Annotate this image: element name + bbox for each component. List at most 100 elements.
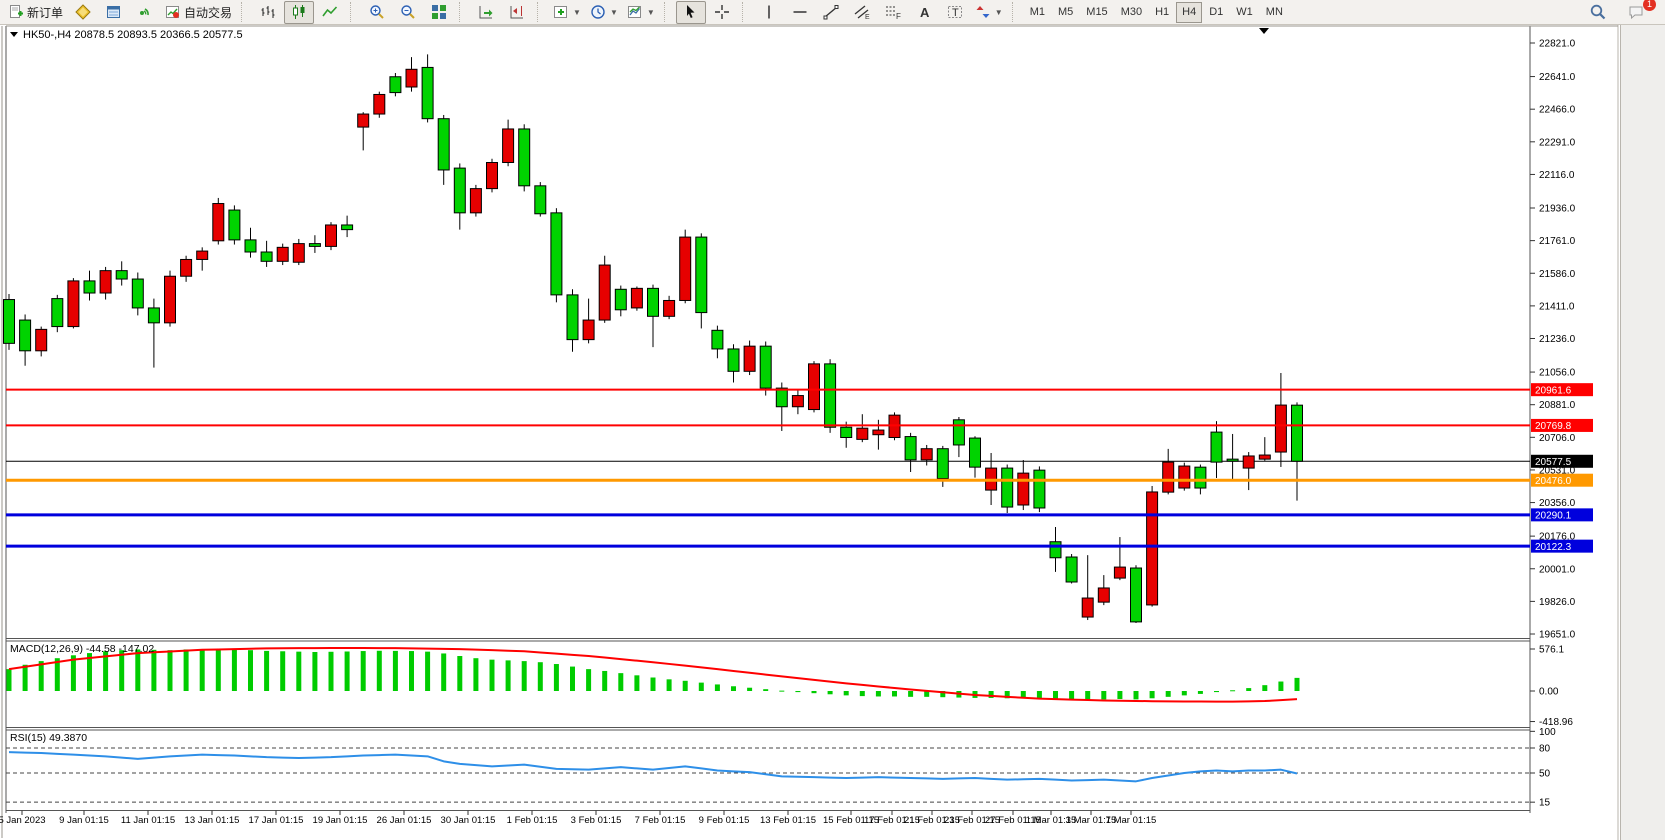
macd-bar — [1004, 691, 1010, 699]
macd-bar — [1262, 685, 1268, 691]
price-tick-label: 22116.0 — [1539, 170, 1575, 181]
shapes-button[interactable]: ▼ — [971, 1, 1007, 24]
candle-body — [711, 329, 724, 350]
macd-bar — [731, 686, 736, 691]
fibonacci-button[interactable]: F — [878, 1, 908, 24]
periods-button[interactable]: ▼ — [586, 1, 622, 24]
timeframe-button-m5[interactable]: M5 — [1058, 6, 1074, 18]
candle-body — [341, 224, 354, 231]
timeframe-button-d1[interactable]: D1 — [1209, 6, 1224, 18]
templates-button[interactable]: ▼ — [623, 1, 659, 24]
candle-body — [131, 278, 144, 309]
macd-bar — [392, 650, 398, 691]
trendline-button[interactable] — [816, 1, 846, 24]
timeframe-button-mn[interactable]: MN — [1265, 6, 1283, 18]
auto-scroll-button[interactable] — [471, 1, 501, 24]
text-button[interactable]: A — [909, 1, 939, 24]
horizontal-line-icon — [793, 11, 807, 13]
price-tick-label: 19826.0 — [1539, 597, 1576, 608]
svg-text:E: E — [865, 14, 870, 20]
vertical-line-icon — [768, 5, 770, 19]
search-button[interactable] — [1583, 1, 1613, 24]
candle-body — [244, 239, 257, 253]
date-tick-label: 13 Feb 01:15 — [760, 815, 816, 826]
cursor-button[interactable] — [675, 0, 706, 24]
macd-bar — [1294, 677, 1300, 691]
crosshair-button[interactable] — [707, 1, 737, 24]
channel-icon: E — [854, 5, 870, 20]
date-tick-label: 9 Feb 01:15 — [699, 815, 750, 826]
macd-bar — [183, 649, 189, 691]
candle-chart-button[interactable] — [284, 0, 315, 24]
macd-bar — [119, 650, 125, 691]
chevron-down-icon[interactable]: ▼ — [994, 7, 1003, 17]
rsi-pane: RSI(15) 49.3870 100 80 50 15 — [6, 727, 1556, 809]
chart-area[interactable]: 22821.0 22641.0 22466.0 22291.0 22116.0 21936… — [0, 25, 1620, 840]
indicators-button[interactable]: ▼ — [549, 1, 585, 24]
symbol-dropdown-icon[interactable] — [10, 32, 18, 37]
line-chart-icon — [322, 6, 338, 17]
auto-trading-button[interactable]: 自动交易 — [161, 1, 236, 24]
price-tick-label: 20531.0 — [1539, 465, 1576, 476]
timeframe-button-h4[interactable]: H4 — [1176, 1, 1203, 23]
price-tick-label: 20001.0 — [1539, 564, 1576, 575]
timeframe-button-m15[interactable]: M15 — [1086, 6, 1108, 18]
chart-shift-marker[interactable] — [1259, 28, 1269, 34]
data-window-button[interactable] — [99, 1, 129, 24]
macd-bar — [248, 650, 253, 691]
candle-body — [1194, 466, 1207, 489]
zoom-in-button[interactable] — [362, 1, 392, 24]
timeframe-button-m1[interactable]: M1 — [1029, 6, 1045, 18]
chevron-down-icon[interactable]: ▼ — [573, 7, 581, 17]
date-tick-label: 26 Jan 01:15 — [377, 815, 432, 826]
macd-tick-label: 0.00 — [1539, 687, 1559, 698]
price-tick-label: 21761.0 — [1539, 236, 1576, 247]
signal-button[interactable] — [130, 1, 160, 24]
trendline-icon — [823, 5, 839, 20]
candle-body — [872, 429, 885, 436]
macd-bar — [280, 651, 286, 691]
candle-body — [260, 251, 273, 262]
horizontal-line-button[interactable] — [785, 1, 815, 24]
market-watch-button[interactable] — [68, 1, 98, 24]
line-chart-button[interactable] — [315, 1, 345, 24]
macd-bar — [875, 691, 881, 697]
candle-body — [791, 395, 804, 408]
macd-bar — [457, 656, 463, 691]
chart-shift-button[interactable] — [502, 1, 532, 24]
candle-chart-icon — [293, 5, 305, 19]
macd-tick-label: 576.1 — [1539, 645, 1564, 656]
timeframe-button-w1[interactable]: W1 — [1236, 6, 1253, 18]
toolbar-separator — [663, 2, 672, 22]
candle-body — [212, 203, 225, 242]
channel-button[interactable]: E — [847, 1, 877, 24]
chevron-down-icon[interactable]: ▼ — [609, 7, 618, 17]
vertical-line-button[interactable] — [754, 1, 784, 24]
new-order-button[interactable]: 新订单 — [4, 1, 67, 24]
macd-bar — [328, 651, 334, 691]
candle-body — [453, 167, 466, 214]
macd-bar — [1230, 690, 1236, 692]
timeframe-button-h1[interactable]: H1 — [1155, 6, 1170, 18]
timeframe-button-m30[interactable]: M30 — [1120, 6, 1143, 18]
zoom-out-button[interactable] — [393, 1, 423, 24]
candle-body — [630, 287, 643, 309]
macd-bar — [618, 673, 624, 691]
candle-body — [840, 426, 853, 439]
candle-body — [99, 270, 112, 294]
macd-bar — [553, 664, 559, 691]
label-button[interactable]: T — [940, 1, 970, 24]
rsi-label: RSI(15) 49.3870 — [10, 732, 87, 744]
candle-body — [1049, 541, 1062, 559]
candle-body — [1017, 472, 1030, 506]
chat-button[interactable]: 1 — [1621, 0, 1656, 24]
tile-windows-button[interactable] — [424, 1, 454, 24]
candle-body — [1226, 458, 1239, 462]
macd-bar — [376, 650, 382, 691]
market-watch-icon — [75, 4, 91, 20]
macd-bar — [6, 669, 12, 691]
macd-bar — [827, 691, 833, 695]
chevron-down-icon[interactable]: ▼ — [646, 7, 655, 17]
bar-chart-button[interactable] — [253, 1, 283, 24]
candle-body — [502, 128, 515, 164]
